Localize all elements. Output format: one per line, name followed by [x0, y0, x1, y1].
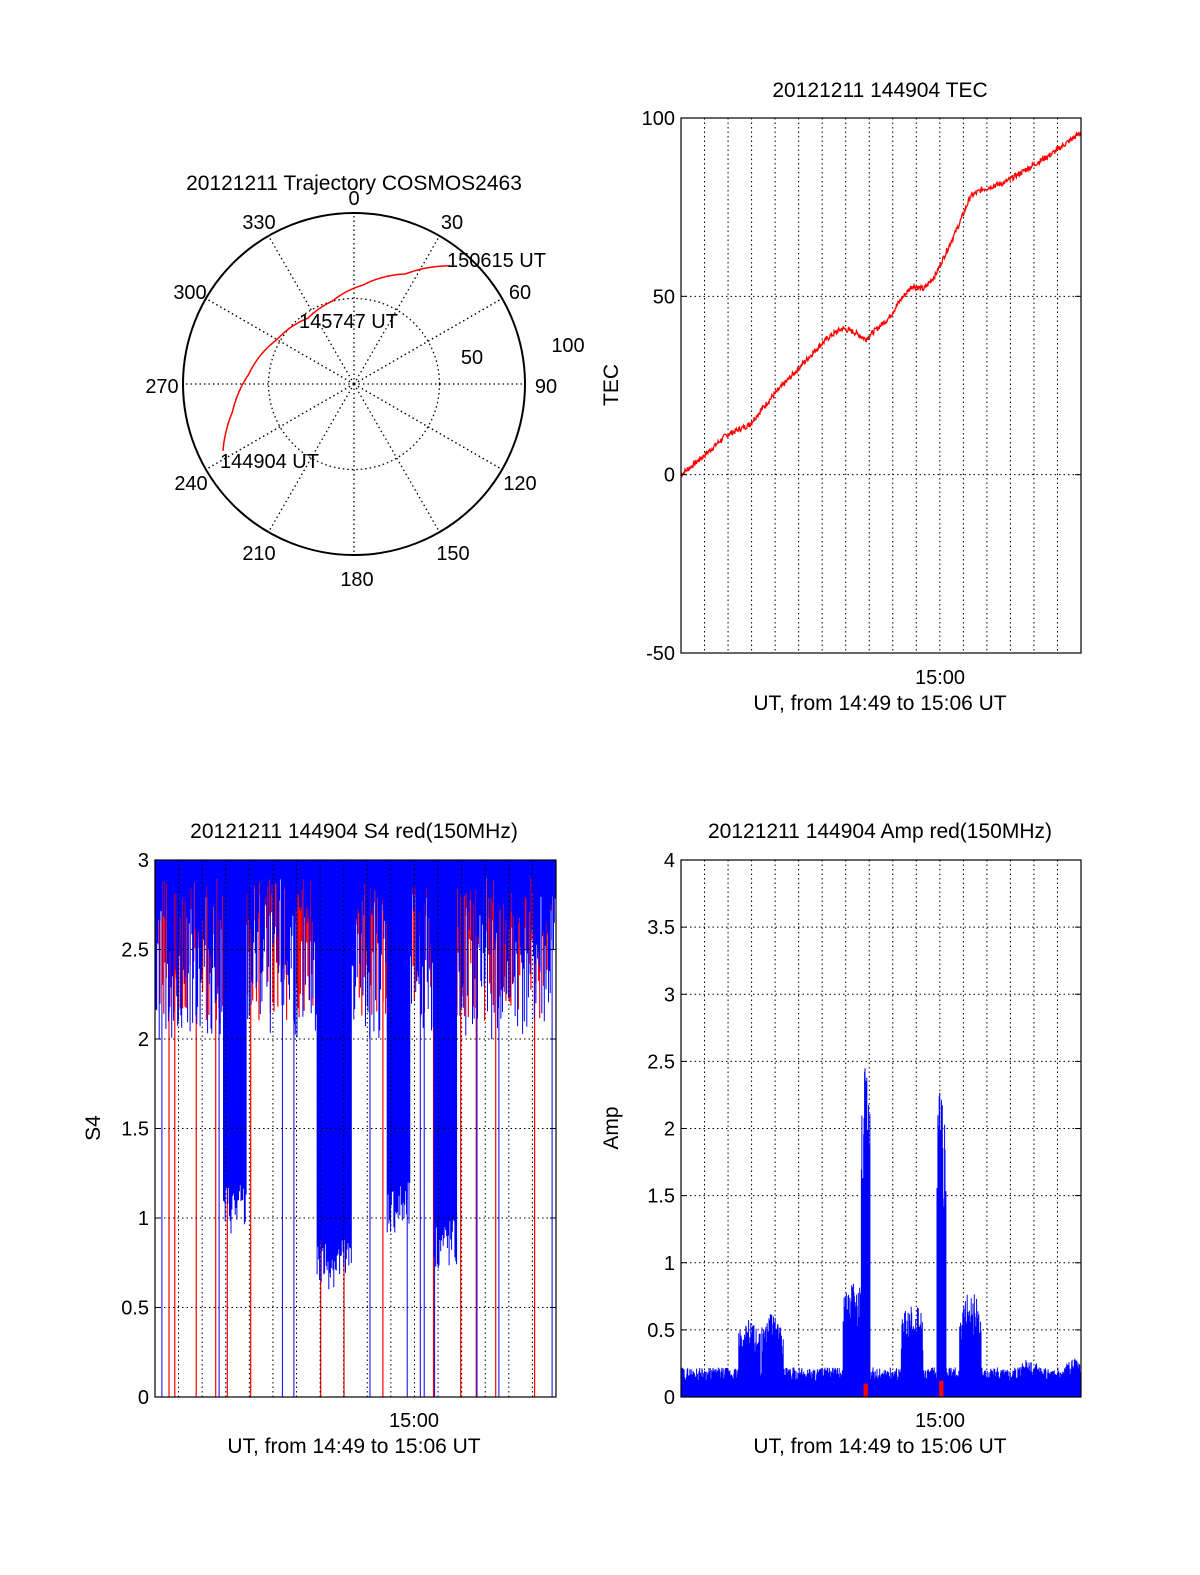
amp-x-tick-1500: 15:00	[915, 1410, 965, 1432]
polar-panel: 20121211 Trajectory COSMOS2463 0 30 60 90 12…	[145, 172, 584, 591]
polar-azimuth-label: 300	[173, 282, 206, 304]
s4-series	[154, 860, 556, 1397]
polar-radial-label-100: 100	[551, 335, 584, 357]
amp-x-label: UT, from 14:49 to 15:06 UT	[753, 1435, 1006, 1458]
tec-x-tick-1500: 15:00	[915, 667, 965, 689]
y-tick-label: 4	[664, 850, 675, 872]
y-tick-label: 3	[138, 850, 149, 872]
y-tick-label: -50	[646, 643, 675, 665]
polar-azimuth-label: 120	[503, 473, 536, 495]
polar-grid-spoke	[205, 297, 355, 385]
amp-title: 20121211 144904 Amp red(150MHz)	[708, 820, 1052, 843]
amp-y-ticks: 0 0.5 1 1.5 2 2.5 3 3.5 4	[647, 850, 1081, 1409]
polar-radial-label-50: 50	[461, 347, 483, 369]
polar-azimuth-label: 60	[509, 282, 531, 304]
tec-series-line	[680, 130, 1082, 478]
y-tick-label: 0	[664, 1387, 675, 1409]
s4-grid	[155, 860, 556, 1397]
polar-grid-spoke	[353, 297, 503, 385]
tec-plot-frame	[680, 117, 1082, 654]
polar-grid-spoke	[353, 383, 503, 471]
polar-azimuth-label: 30	[441, 212, 463, 234]
s4-y-ticks: 0 0.5 1 1.5 2 2.5 3	[121, 850, 556, 1409]
polar-azimuth-label: 0	[348, 188, 359, 210]
y-tick-label: 100	[642, 108, 675, 130]
polar-grid-spoke	[267, 383, 355, 533]
polar-azimuth-label: 180	[340, 569, 373, 591]
amp-y-label: Amp	[600, 1106, 623, 1149]
polar-grid	[183, 213, 525, 555]
tec-panel: 20121211 144904 TEC -50 0 50 100 15:00 UT, …	[600, 79, 1082, 715]
polar-annotation-start: 144904 UT	[220, 451, 319, 473]
s4-x-tick-1500: 15:00	[389, 1410, 439, 1432]
polar-azimuth-label: 150	[436, 543, 469, 565]
y-tick-label: 1	[664, 1253, 675, 1275]
polar-grid-spoke	[267, 235, 355, 385]
polar-annotation-mid: 145747 UT	[299, 311, 398, 333]
polar-azimuth-label: 90	[535, 376, 557, 398]
polar-grid-spoke	[205, 383, 355, 471]
y-tick-label: 0	[664, 465, 675, 487]
amp-red-series	[863, 1380, 944, 1397]
tec-y-ticks: -50 0 50 100	[642, 108, 1081, 665]
y-tick-label: 2.5	[121, 940, 149, 962]
polar-azimuth-label: 270	[145, 376, 178, 398]
polar-annotation-end: 150615 UT	[447, 250, 546, 272]
polar-grid-spoke	[353, 235, 441, 385]
y-tick-label: 1.5	[647, 1186, 675, 1208]
polar-trajectory-line	[222, 264, 450, 451]
y-tick-label: 50	[653, 286, 675, 308]
y-tick-label: 3.5	[647, 917, 675, 939]
polar-azimuth-label: 330	[242, 212, 275, 234]
polar-title: 20121211 Trajectory COSMOS2463	[186, 172, 522, 195]
amp-panel: 20121211 144904 Amp red(150MHz) 0 0.5 1 1.5…	[600, 820, 1082, 1458]
s4-y-label: S4	[82, 1115, 105, 1141]
tec-title: 20121211 144904 TEC	[772, 79, 987, 102]
polar-grid-spoke	[353, 383, 441, 533]
tec-x-label: UT, from 14:49 to 15:06 UT	[753, 692, 1006, 715]
s4-panel: 20121211 144904 S4 red(150MHz) 0 0.5 1 1.5 2…	[82, 820, 557, 1458]
y-tick-label: 2	[138, 1029, 149, 1051]
amp-grid	[681, 860, 1081, 1397]
y-tick-label: 1.5	[121, 1119, 149, 1141]
polar-azimuth-label: 240	[174, 473, 207, 495]
amp-blue-series	[680, 1068, 1082, 1397]
y-tick-label: 0.5	[647, 1320, 675, 1342]
y-tick-label: 2.5	[647, 1051, 675, 1073]
y-tick-label: 0	[138, 1387, 149, 1409]
polar-azimuth-labels: 0 30 60 90 120 150 180 210 240 270 300 330	[145, 188, 557, 591]
polar-outer-circle	[182, 212, 526, 556]
tec-grid	[681, 118, 1081, 653]
y-tick-label: 2	[664, 1119, 675, 1141]
s4-x-label: UT, from 14:49 to 15:06 UT	[227, 1435, 480, 1458]
s4-title: 20121211 144904 S4 red(150MHz)	[190, 820, 518, 843]
tec-y-label: TEC	[600, 364, 623, 406]
amp-series	[680, 1068, 1082, 1397]
polar-azimuth-label: 210	[242, 543, 275, 565]
y-tick-label: 1	[138, 1208, 149, 1230]
y-tick-label: 0.5	[121, 1298, 149, 1320]
y-tick-label: 3	[664, 984, 675, 1006]
